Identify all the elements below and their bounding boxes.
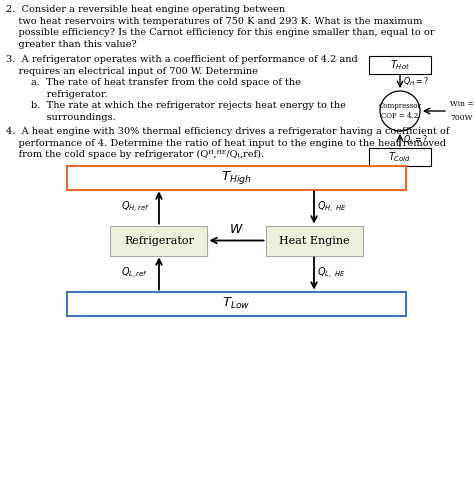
Text: possible efficiency? Is the Carnot efficiency for this engine smaller than, equa: possible efficiency? Is the Carnot effic… (6, 28, 435, 37)
Text: from the cold space by refrigerator (Qᴴ,ᴴᴱ/Qₗ,ref).: from the cold space by refrigerator (Qᴴ,… (6, 150, 264, 159)
Text: greater than this value?: greater than this value? (6, 39, 137, 48)
Text: two heat reservoirs with temperatures of 750 K and 293 K. What is the maximum: two heat reservoirs with temperatures of… (6, 16, 422, 25)
Text: $Q_{H} = ?$: $Q_{H} = ?$ (403, 76, 429, 88)
FancyBboxPatch shape (67, 291, 406, 315)
Text: surroundings.: surroundings. (6, 112, 116, 121)
Text: b.  The rate at which the refrigerator rejects heat energy to the: b. The rate at which the refrigerator re… (6, 101, 346, 110)
Text: refrigerator.: refrigerator. (6, 89, 108, 98)
Text: performance of 4. Determine the ratio of heat input to the engine to the heat re: performance of 4. Determine the ratio of… (6, 139, 446, 148)
FancyBboxPatch shape (265, 226, 363, 255)
Text: 4.  A heat engine with 30% thermal efficiency drives a refrigerator having a coe: 4. A heat engine with 30% thermal effici… (6, 127, 449, 136)
Text: 3.  A refrigerator operates with a coefficient of performance of 4.2 and: 3. A refrigerator operates with a coeffi… (6, 55, 358, 64)
Text: Compressor
COP = 4.2: Compressor COP = 4.2 (379, 102, 421, 120)
Text: 700W: 700W (450, 114, 473, 122)
Text: 2.  Consider a reversible heat engine operating between: 2. Consider a reversible heat engine ope… (6, 5, 285, 14)
Text: $T_{High}$: $T_{High}$ (221, 169, 252, 186)
Text: $Q_{L} = ?$: $Q_{L} = ?$ (403, 134, 428, 146)
FancyBboxPatch shape (369, 148, 431, 166)
Text: Heat Engine: Heat Engine (279, 236, 349, 246)
FancyBboxPatch shape (67, 166, 406, 190)
Text: requires an electrical input of 700 W. Determine: requires an electrical input of 700 W. D… (6, 66, 258, 75)
Text: a.  The rate of heat transfer from the cold space of the: a. The rate of heat transfer from the co… (6, 78, 301, 87)
Circle shape (380, 91, 420, 131)
Text: $Q_{L,ref}$: $Q_{L,ref}$ (121, 266, 148, 281)
Text: Refrigerator: Refrigerator (124, 236, 194, 246)
Text: $T_{Low}$: $T_{Low}$ (222, 296, 251, 311)
Text: $W$: $W$ (229, 223, 244, 236)
Text: $Q_{H,\ HE}$: $Q_{H,\ HE}$ (317, 200, 347, 215)
Text: Win =: Win = (450, 100, 474, 108)
Text: $Q_{L,\ HE}$: $Q_{L,\ HE}$ (317, 266, 346, 281)
FancyBboxPatch shape (369, 56, 431, 74)
Text: $T_{Hot}$: $T_{Hot}$ (390, 58, 410, 72)
Text: $T_{Cold}$: $T_{Cold}$ (389, 150, 411, 164)
FancyBboxPatch shape (110, 226, 208, 255)
Text: $Q_{H,ref}$: $Q_{H,ref}$ (121, 200, 149, 215)
